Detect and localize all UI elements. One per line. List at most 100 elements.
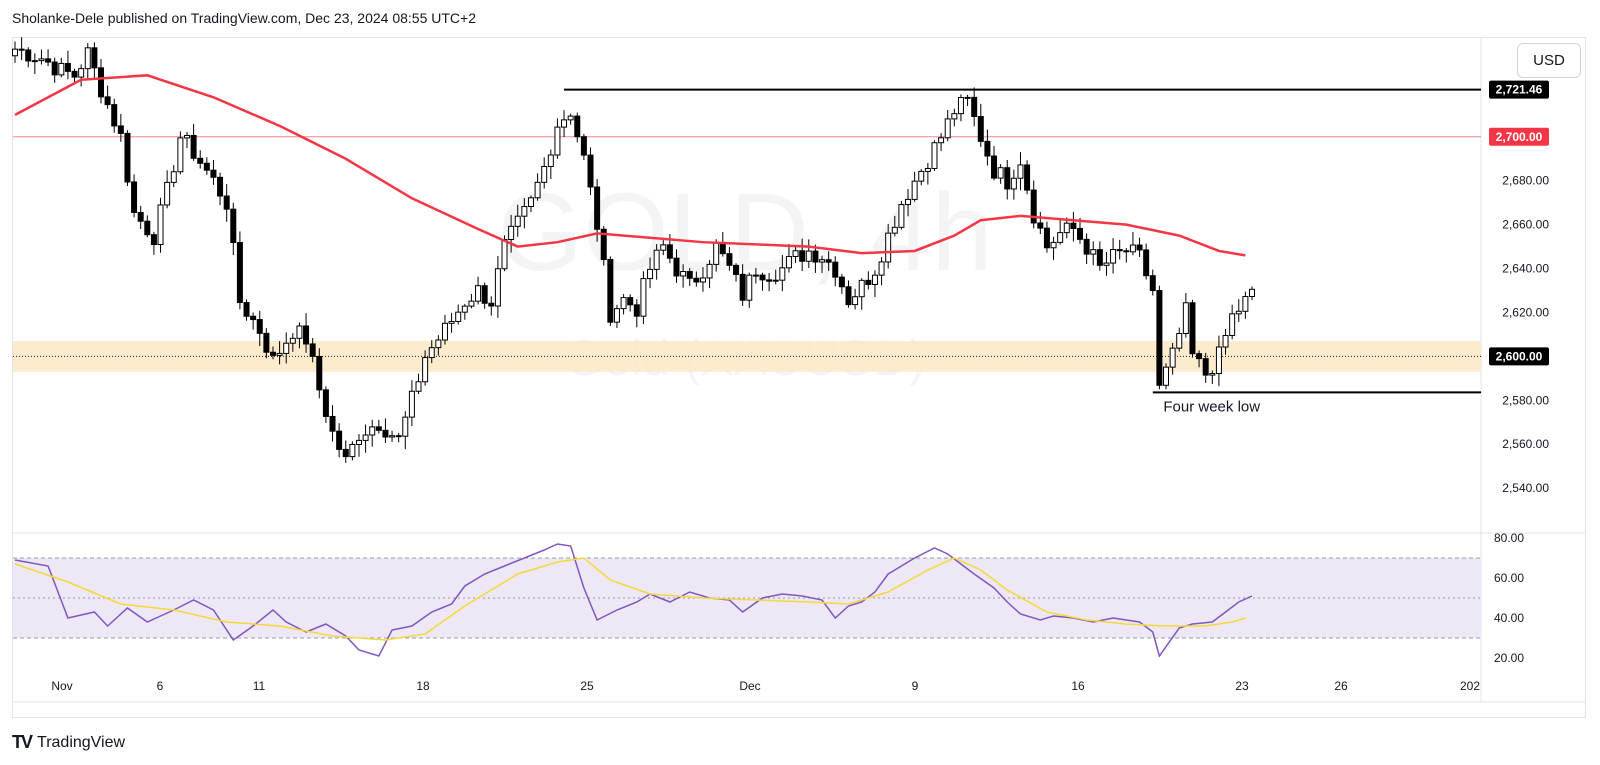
candle [25,47,32,68]
candle-body [627,297,634,306]
candle-body [852,296,859,306]
chart-frame [12,37,1586,718]
candle [845,280,852,308]
candle [124,130,131,186]
candle [1149,269,1156,296]
candle-body [680,271,687,277]
price-tick-label: 2,580.00 [1502,393,1549,407]
candle-body [1242,296,1249,312]
candle-body [1050,241,1057,249]
support-zone [13,340,1481,372]
candle [878,257,885,286]
candle [455,304,462,325]
candle [448,312,455,333]
candle [131,174,138,218]
candle-body [375,426,382,431]
candle [408,380,415,427]
candle [660,237,667,256]
rsi-tick-label: 60.00 [1494,571,1524,585]
candle [680,264,687,288]
candle [389,430,396,442]
time-tick-label: Dec [739,679,760,693]
price-tick-label: 2,620.00 [1502,305,1549,319]
candle [1017,152,1024,191]
candle-body [1149,275,1156,292]
candle [521,198,528,229]
candle [1202,352,1209,383]
candle-body [408,390,415,418]
candle-body [733,264,740,275]
candle [547,149,554,180]
currency-button[interactable]: USD [1517,43,1581,78]
candle-body [931,142,938,169]
candle [785,244,792,273]
candle-body [289,337,296,344]
candle-body [1070,222,1077,229]
candle [792,245,799,263]
candle [322,386,329,423]
time-tick-label: 23 [1235,679,1249,693]
candle [355,434,362,457]
candle-body [369,426,376,436]
candle-body [805,250,812,262]
candle-body [693,277,700,283]
candle-body [501,238,508,270]
candle-body [1229,313,1236,337]
candle-body [819,259,826,263]
candle-body [1043,227,1050,249]
candle [111,98,118,133]
candle [898,200,905,230]
candle-body [600,228,607,261]
candle [699,267,706,292]
candle-body [640,278,647,317]
candle-body [1063,222,1070,234]
candle-body [1235,310,1242,315]
candle [1215,335,1222,387]
candle-body [1202,358,1209,376]
candle [534,173,541,201]
candle [852,288,859,310]
candle [382,418,389,443]
candle [865,271,872,290]
candle-body [18,48,25,51]
candle [1222,328,1229,355]
candle [1004,159,1011,200]
candle [395,432,402,443]
candle-body [349,443,356,458]
candle [686,268,693,286]
time-tick-label: 25 [580,679,594,693]
rsi-tick-label: 80.00 [1494,531,1524,545]
candle [905,189,912,217]
candle-body [164,181,171,206]
candle-body [633,304,640,317]
candle-body [580,136,587,156]
resistance-price-tag-bg [1489,80,1549,99]
candle-body [1136,244,1143,251]
candle [527,195,534,213]
candle-body [71,70,78,78]
candle-body [865,279,872,285]
candle [957,94,964,122]
candle [1030,180,1037,229]
candle-body [355,439,362,445]
candle [514,204,521,237]
candle-body [812,250,819,263]
candle-body [435,339,442,349]
candle-body [322,389,329,417]
candle [613,304,620,328]
candle [31,53,38,75]
candle [938,133,945,152]
candle-body [527,197,534,208]
candle [177,131,184,175]
candle-body [395,435,402,438]
candle [84,43,91,79]
candle-body [342,448,349,458]
candle [885,223,892,269]
tradingview-brand[interactable]: TV TradingView [12,732,125,753]
candle-body [256,319,263,334]
candle [250,312,257,330]
candle [362,424,369,453]
candle-body [858,279,865,298]
candle [428,340,435,364]
